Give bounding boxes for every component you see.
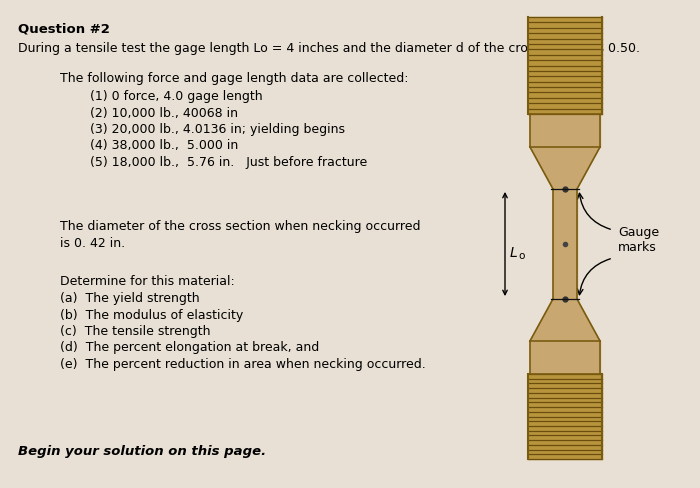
Bar — [530, 115, 600, 148]
Text: (3) 20,000 lb., 4.0136 in; yielding begins: (3) 20,000 lb., 4.0136 in; yielding begi… — [90, 123, 345, 136]
Text: The following force and gage length data are collected:: The following force and gage length data… — [60, 72, 409, 85]
Text: (d)  The percent elongation at break, and: (d) The percent elongation at break, and — [60, 341, 319, 354]
Bar — [528, 18, 602, 115]
Text: The diameter of the cross section when necking occurred: The diameter of the cross section when n… — [60, 220, 421, 232]
Text: (b)  The modulus of elasticity: (b) The modulus of elasticity — [60, 308, 244, 321]
Text: (2) 10,000 lb., 40068 in: (2) 10,000 lb., 40068 in — [90, 106, 238, 119]
Text: Begin your solution on this page.: Begin your solution on this page. — [18, 444, 266, 457]
Text: L: L — [510, 245, 518, 260]
Bar — [553, 190, 577, 299]
Text: (4) 38,000 lb.,  5.000 in: (4) 38,000 lb., 5.000 in — [90, 139, 238, 152]
Text: (c)  The tensile strength: (c) The tensile strength — [60, 325, 211, 337]
Text: During a tensile test the gage length Lo = 4 inches and the diameter d of the cr: During a tensile test the gage length Lo… — [18, 42, 640, 55]
Text: (e)  The percent reduction in area when necking occurred.: (e) The percent reduction in area when n… — [60, 357, 426, 370]
Bar — [528, 374, 602, 459]
Text: Question #2: Question #2 — [18, 22, 110, 35]
Polygon shape — [530, 299, 600, 341]
Bar — [530, 341, 600, 374]
Text: (5) 18,000 lb.,  5.76 in.   Just before fracture: (5) 18,000 lb., 5.76 in. Just before fra… — [90, 156, 368, 169]
Text: (1) 0 force, 4.0 gage length: (1) 0 force, 4.0 gage length — [90, 90, 262, 103]
Text: o: o — [518, 250, 524, 261]
Polygon shape — [530, 148, 600, 190]
Text: Gauge
marks: Gauge marks — [618, 225, 659, 253]
Text: (a)  The yield strength: (a) The yield strength — [60, 291, 199, 305]
Text: Determine for this material:: Determine for this material: — [60, 274, 234, 287]
Text: is 0. 42 in.: is 0. 42 in. — [60, 237, 125, 249]
